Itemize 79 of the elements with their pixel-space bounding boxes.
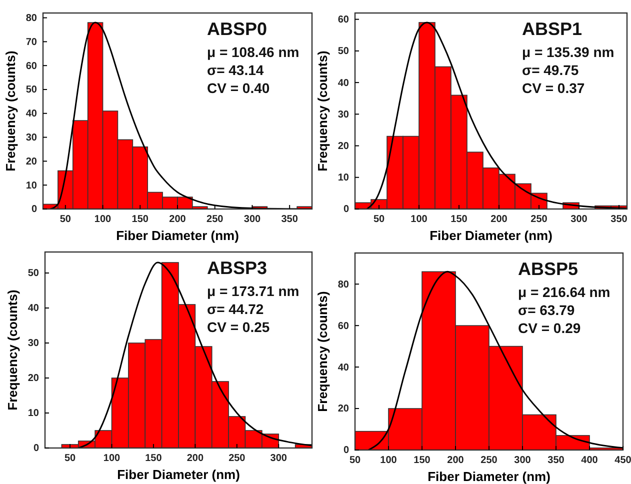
y-tick-label: 10 <box>338 172 350 184</box>
y-tick-label: 80 <box>338 279 350 290</box>
y-tick-label: 30 <box>28 338 40 350</box>
y-tick-label: 20 <box>338 404 350 415</box>
annotation: ABSP0 <box>207 19 268 39</box>
y-tick-label: 0 <box>31 204 38 216</box>
y-tick-label: 40 <box>28 303 40 314</box>
x-tick-label: 50 <box>373 214 385 226</box>
x-tick-label: 350 <box>610 214 628 226</box>
y-tick-label: 0 <box>343 204 350 216</box>
annotation: μ = 108.46 nm <box>207 44 300 60</box>
y-tick-label: 60 <box>338 14 350 26</box>
y-axis-title: Frequency (counts) <box>315 50 330 172</box>
y-tick-label: 20 <box>28 373 40 384</box>
y-tick-label: 20 <box>26 156 38 168</box>
x-tick-label: 450 <box>614 455 631 466</box>
x-tick-label: 350 <box>548 455 565 466</box>
y-tick-label: 50 <box>338 46 350 58</box>
x-tick-label: 100 <box>410 214 428 226</box>
x-tick-label: 400 <box>581 455 598 466</box>
y-tick-label: 10 <box>26 180 38 192</box>
y-tick-label: 0 <box>343 445 350 456</box>
y-axis-title: Frequency (counts) <box>3 50 18 172</box>
x-tick-label: 250 <box>530 214 548 226</box>
x-axis-title: Fiber Diameter (nm) <box>428 469 550 484</box>
y-tick-label: 50 <box>28 268 40 280</box>
y-tick-label: 40 <box>26 108 38 120</box>
x-tick-label: 100 <box>94 214 112 226</box>
x-tick-label: 150 <box>450 214 468 226</box>
y-tick-label: 50 <box>26 84 38 96</box>
annotation: CV = 0.25 <box>207 319 270 335</box>
y-axis-title: Frequency (counts) <box>315 291 330 412</box>
x-tick-label: 300 <box>270 453 288 464</box>
annotation: ABSP1 <box>522 19 582 39</box>
x-tick-label: 300 <box>244 214 261 226</box>
x-axis-title: Fiber Diameter (nm) <box>117 467 240 482</box>
x-tick-label: 300 <box>514 455 532 466</box>
x-axis-title: Fiber Diameter (nm) <box>116 228 239 243</box>
y-tick-label: 30 <box>26 132 38 144</box>
y-tick-label: 20 <box>338 140 350 152</box>
x-tick-label: 200 <box>186 453 204 464</box>
annotation: σ= 44.72 <box>207 301 264 317</box>
y-tick-label: 10 <box>28 408 40 420</box>
y-tick-label: 70 <box>26 36 38 48</box>
annotation: σ= 63.79 <box>518 302 575 318</box>
y-tick-label: 60 <box>26 60 38 72</box>
x-tick-label: 100 <box>380 455 398 466</box>
annotation: ABSP5 <box>518 259 578 279</box>
annotation: μ = 216.64 nm <box>518 284 610 300</box>
x-axis-title: Fiber Diameter (nm) <box>430 228 552 243</box>
annotation: CV = 0.40 <box>207 80 270 96</box>
x-tick-label: 250 <box>206 214 224 226</box>
x-tick-label: 150 <box>414 455 431 466</box>
x-tick-label: 200 <box>490 214 508 226</box>
x-tick-label: 200 <box>169 214 186 226</box>
x-tick-label: 300 <box>570 214 588 226</box>
y-axis-title: Frequency (counts) <box>5 290 20 410</box>
x-tick-label: 150 <box>132 214 149 226</box>
x-tick-label: 350 <box>281 214 298 226</box>
y-tick-label: 40 <box>338 362 350 374</box>
y-tick-label: 0 <box>33 443 40 454</box>
y-tick-label: 80 <box>26 12 38 24</box>
y-tick-label: 40 <box>338 78 350 89</box>
annotation: μ = 173.71 nm <box>207 283 300 299</box>
x-tick-label: 250 <box>480 455 498 466</box>
annotation: μ = 135.39 nm <box>522 44 614 60</box>
x-tick-label: 100 <box>103 453 121 464</box>
annotation: ABSP3 <box>207 258 268 278</box>
annotation: CV = 0.29 <box>518 320 581 336</box>
x-tick-label: 50 <box>60 214 72 226</box>
x-tick-label: 200 <box>447 455 464 466</box>
annotation: σ= 49.75 <box>522 62 579 78</box>
x-tick-label: 250 <box>228 453 246 464</box>
x-tick-label: 50 <box>64 453 76 464</box>
y-tick-label: 30 <box>338 109 350 120</box>
annotation: σ= 43.14 <box>207 62 264 78</box>
x-tick-label: 150 <box>145 453 162 464</box>
y-tick-label: 60 <box>338 320 350 332</box>
annotation: CV = 0.37 <box>522 80 585 96</box>
